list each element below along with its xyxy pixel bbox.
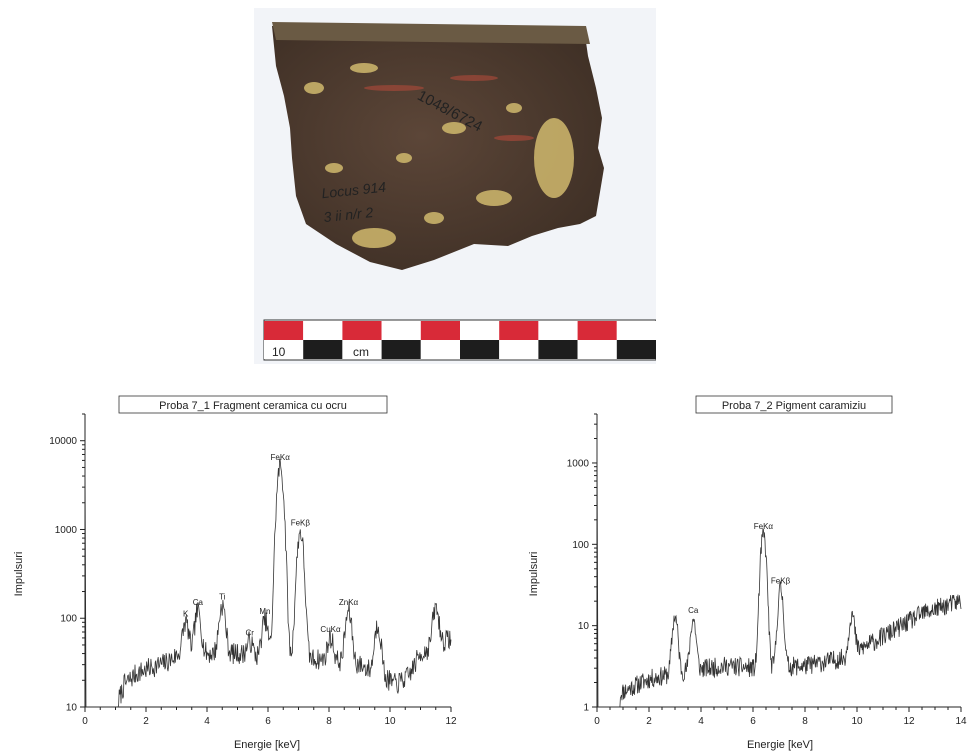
peak-label: FeKα [754, 522, 774, 531]
x-tick-label: 0 [82, 716, 88, 727]
scale-cell-bottom [577, 340, 617, 359]
peak-label: K [183, 609, 189, 618]
y-tick-label: 100 [572, 540, 589, 551]
peak-label: Ca [193, 598, 204, 607]
x-tick-label: 2 [646, 716, 652, 727]
x-axis-title: Energie [keV] [234, 739, 300, 751]
x-tick-label: 8 [326, 716, 332, 727]
x-tick-label: 12 [903, 716, 915, 727]
scale-label-unit: cm [353, 345, 369, 359]
chart-title-box [118, 395, 388, 414]
scale-label-number: 10 [272, 345, 286, 359]
x-tick-label: 10 [384, 716, 396, 727]
scale-cell-top [342, 321, 382, 340]
y-tick-label: 1 [583, 703, 589, 714]
ceramic-sherd [272, 26, 604, 270]
peak-label: FeKα [271, 453, 291, 462]
chart-proba-7-1: Proba 7_1 Fragment ceramica cu ocru Impu… [13, 395, 457, 751]
y-axis-title: Impulsuri [528, 552, 540, 597]
x-tick-label: 10 [851, 716, 863, 727]
scale-cell-top [381, 321, 421, 340]
chart-title-box [695, 395, 893, 414]
x-tick-label: 6 [750, 716, 756, 727]
x-tick-label: 4 [698, 716, 704, 727]
x-tick-label: 2 [143, 716, 149, 727]
scale-cell-bottom [616, 340, 656, 359]
sherd-rim [272, 22, 590, 44]
scale-cell-bottom [303, 340, 343, 359]
scale-cell-top [577, 321, 617, 340]
scale-cell-bottom [538, 340, 578, 359]
y-tick-label: 10 [578, 621, 590, 632]
y-axis-title: Impulsuri [13, 552, 25, 597]
x-tick-label: 4 [204, 716, 210, 727]
x-tick-label: 14 [955, 716, 967, 727]
peak-label: Ti [219, 592, 226, 601]
peak-label: Cr [245, 628, 254, 637]
scale-cell-top [616, 321, 656, 340]
x-tick-label: 6 [265, 716, 271, 727]
ceramic-fragment-photo: 1048/6724 Locus 914 3 ii n/r 2 10 cm [254, 8, 656, 364]
spectrum-line [596, 430, 962, 708]
peak-label: Ca [688, 606, 699, 615]
scale-cell-top [460, 321, 500, 340]
peak-label: FeKβ [291, 518, 311, 527]
y-tick-label: 1000 [567, 458, 590, 469]
scale-cell-top [499, 321, 539, 340]
ochre-patches [304, 63, 574, 248]
peak-label: Mn [259, 607, 270, 616]
scale-cell-bottom [499, 340, 539, 359]
chart-title: Proba 7_1 Fragment ceramica cu ocru [159, 400, 347, 412]
scale-cell-top [264, 321, 304, 340]
ink-label-bottom-2: 3 ii n/r 2 [323, 204, 374, 225]
chart-title: Proba 7_2 Pigment caramiziu [722, 400, 866, 412]
scale-cell-top [420, 321, 460, 340]
peak-label: CuKα [320, 625, 341, 634]
x-axis-title: Energie [keV] [747, 739, 813, 751]
scale-cell-bottom [460, 340, 500, 359]
scale-bar: 10 cm [263, 319, 656, 361]
y-tick-label: 10 [66, 703, 78, 714]
y-tick-label: 1000 [55, 525, 78, 536]
x-tick-label: 0 [594, 716, 600, 727]
scale-cell-top [538, 321, 578, 340]
x-tick-label: 8 [802, 716, 808, 727]
x-tick-label: 12 [445, 716, 457, 727]
scale-cell-top [303, 321, 343, 340]
scale-cell-bottom [381, 340, 421, 359]
y-tick-label: 10000 [49, 436, 77, 447]
peak-label: FeKβ [771, 576, 791, 585]
scale-cell-bottom [420, 340, 460, 359]
chart-proba-7-2: Proba 7_2 Pigment caramiziu Impulsuri En… [528, 395, 967, 751]
peak-label: ZnKα [339, 598, 359, 607]
red-ochre-traces [364, 75, 534, 141]
spectrum-line [84, 449, 452, 708]
y-tick-label: 100 [60, 614, 77, 625]
ink-label-bottom-1: Locus 914 [321, 179, 387, 202]
